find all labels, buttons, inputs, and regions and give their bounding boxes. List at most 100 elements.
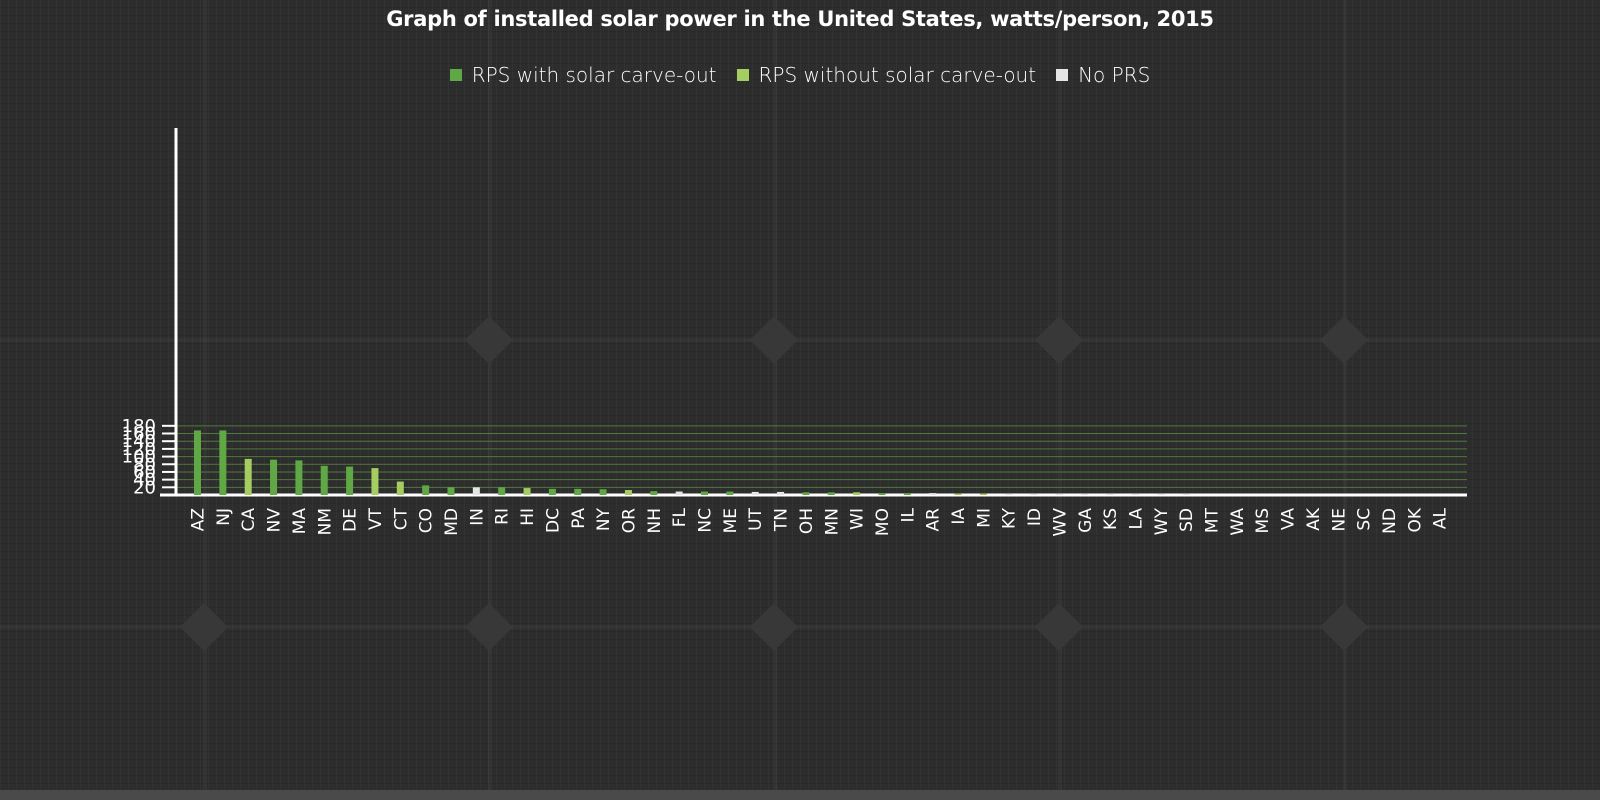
x-tick-label: PA [569,508,589,529]
x-tick-label: MN [822,508,842,535]
legend-item-rps-solar: RPS with solar carve-out [449,63,717,87]
bar-mn [827,492,835,495]
x-tick-label: DC [543,508,563,533]
x-tick-label: AL [1431,507,1451,529]
bar-md [447,487,455,495]
x-tick-label: NH [645,508,665,534]
x-tick-label: OH [797,508,817,534]
legend-swatch-no-rps [1056,69,1069,81]
bar-ri [498,487,506,495]
x-tick-label: ME [721,508,741,533]
x-tick-label: RI [493,508,513,525]
x-tick-label: KS [1101,508,1121,530]
x-tick-label: IN [467,508,487,526]
x-tick-label: MD [442,508,462,536]
legend: RPS with solar carve-out RPS without sol… [0,63,1600,87]
x-tick-label: MA [290,508,310,535]
bar-nc [701,491,708,495]
bar-de [346,466,354,495]
legend-item-no-rps: No PRS [1056,63,1150,87]
x-tick-label: WV [1050,508,1070,537]
x-tick-label: VT [366,507,386,530]
x-tick-label: DE [341,508,361,532]
bar-co [422,485,430,495]
bar-az [194,430,201,495]
bar-ar [929,493,937,495]
y-tick-label: 120 [122,439,156,460]
x-tick-label: NE [1329,508,1349,531]
x-tick-label: KY [1000,507,1020,529]
bar-me [726,491,734,495]
y-tick-label: 40 [133,470,156,491]
y-tick-label: 20 [133,477,156,498]
bar-ky [1005,493,1013,495]
legend-item-rps-no-solar: RPS without solar carve-out [736,63,1036,87]
y-tick-label: 60 [133,462,156,483]
bar-nj [219,430,227,495]
legend-label-no-rps: No PRS [1078,63,1151,87]
y-tick-label: 80 [133,454,156,475]
bar-la [1131,493,1139,495]
bar-vt [371,468,379,495]
x-tick-label: IA [949,508,969,525]
x-tick-label: CA [239,508,259,532]
x-tick-label: SD [1177,508,1197,532]
bar-fl [675,491,683,495]
x-tick-label: ID [1025,508,1045,526]
x-tick-label: OK [1405,507,1425,532]
x-tick-label: MO [873,508,893,536]
x-tick-label: NY [594,507,614,531]
x-tick-label: AZ [189,508,209,531]
bar-in [472,487,480,495]
y-tick-label: 180 [122,416,156,437]
x-tick-label: OR [619,508,639,533]
bar-or [624,490,632,495]
x-tick-label: WA [1228,508,1248,536]
x-tick-label: MS [1253,508,1273,533]
chart-title: Graph of installed solar power in the Un… [386,7,1214,31]
bar-ks [1106,493,1114,495]
x-tick-label: MI [974,508,994,528]
x-tick-label: WY [1152,507,1172,535]
bar-mi [979,493,987,495]
bar-nv [270,459,278,495]
bar-sd [1182,493,1190,495]
legend-swatch-rps-solar [449,69,462,81]
y-tick-label: 100 [122,447,156,468]
bar-dc [548,488,556,495]
x-tick-label: UT [746,507,766,530]
bar-id [1030,493,1038,495]
x-tick-label: CT [391,507,411,530]
x-tick-label: NJ [214,508,234,526]
bar-wv [1055,493,1063,495]
x-tick-label: AR [924,508,944,532]
x-tick-label: IL [898,507,918,522]
x-tick-label: SC [1355,508,1375,531]
x-tick-label: WI [848,508,868,530]
bar-oh [802,492,810,495]
legend-swatch-rps-no-solar [736,69,749,81]
bar-ct [396,481,404,495]
bar-mo [878,493,886,495]
x-tick-label: NV [265,508,285,533]
x-tick-label: TN [772,508,792,532]
bar-ga [1081,493,1089,495]
bar-wy [1157,493,1165,495]
legend-label-rps-solar: RPS with solar carve-out [471,63,717,87]
x-tick-label: FL [670,507,690,527]
bar-ia [954,493,962,495]
bar-ny [599,489,607,495]
bottom-band [0,790,1600,800]
x-tick-label: NC [696,508,716,533]
x-tick-label: ND [1380,508,1400,534]
bar-ca [244,458,252,495]
bar-ut [751,491,759,495]
x-tick-label: VA [1279,508,1299,531]
y-tick-label: 160 [122,424,156,445]
x-tick-label: AK [1304,507,1324,531]
bar-pa [574,488,582,495]
bar-hi [523,488,531,495]
bar-ma [295,460,303,495]
x-tick-label: MT [1203,507,1223,533]
